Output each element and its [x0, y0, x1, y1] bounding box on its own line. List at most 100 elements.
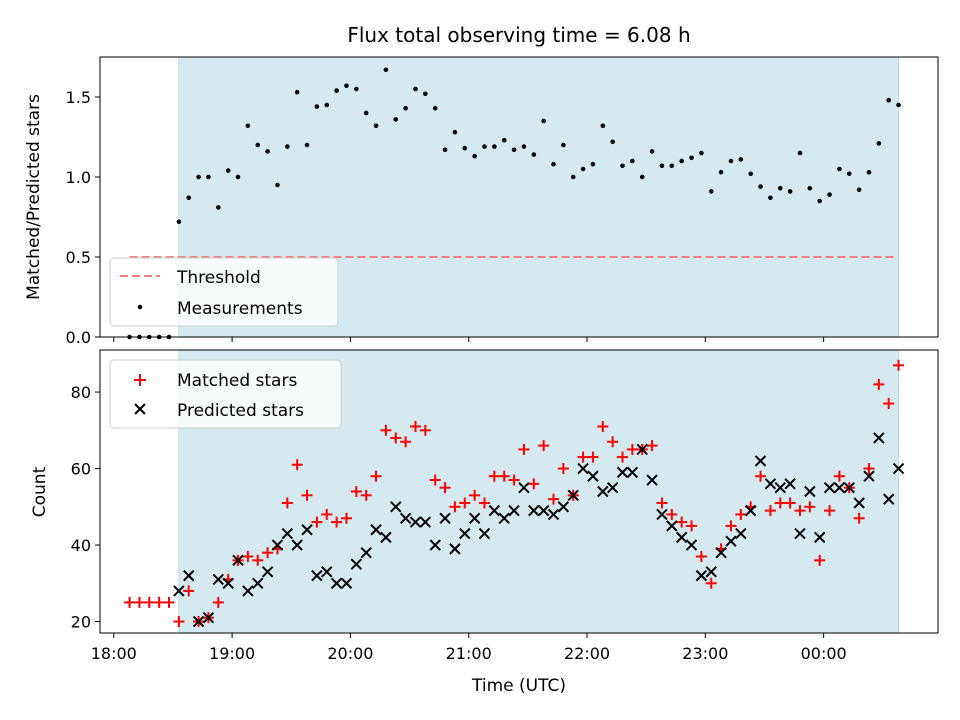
measurement-point [492, 144, 497, 149]
measurement-point [659, 163, 665, 169]
count-x-tick-label: 22:00 [564, 644, 610, 663]
predicted-star-point [833, 481, 846, 494]
predicted-star-point [439, 512, 451, 524]
matched-star-point [262, 547, 274, 559]
predicted-star-point [409, 516, 422, 528]
predicted-star-point [823, 481, 836, 494]
predicted-star-point [528, 504, 540, 517]
predicted-stars-series [173, 432, 905, 628]
predicted-star-point [222, 577, 234, 589]
measurement-point [886, 97, 892, 103]
predicted-star-point [291, 539, 303, 551]
predicted-star-point [399, 512, 412, 524]
measurements-legend-label: Measurements [177, 299, 303, 319]
predicted-star-point [311, 569, 323, 582]
predicted-star-point [459, 527, 471, 540]
predicted-star-point [616, 466, 629, 479]
measurement-point [373, 123, 379, 129]
predicted-star-point [419, 516, 432, 528]
measurement-point [235, 174, 241, 180]
matched-star-point [449, 501, 461, 513]
measurement-point [600, 123, 606, 129]
measurement-point [531, 152, 537, 157]
measurement-point [708, 189, 714, 194]
matched-star-point [508, 474, 520, 486]
matched-star-point [242, 551, 254, 563]
measurement-point [856, 187, 862, 193]
matched-star-point [755, 470, 767, 482]
matched-star-point [893, 359, 905, 371]
predicted-star-point [281, 527, 294, 540]
matched-star-point [853, 512, 865, 524]
predicted-star-point [804, 485, 816, 498]
predicted-star-point [567, 489, 579, 502]
matched-star-point [133, 596, 145, 608]
matched-star-point [409, 420, 421, 432]
predicted-star-point [863, 470, 875, 482]
matched-star-point [321, 508, 333, 520]
count-y-tick-label: 20 [71, 613, 91, 632]
predicted-star-point [675, 531, 688, 544]
x-axis-label: Time (UTC) [471, 676, 566, 696]
matched-star-point [143, 596, 155, 608]
predicted-star-point [390, 501, 402, 513]
predicted-star-point [202, 611, 215, 624]
predicted-star-point [350, 558, 363, 570]
measurement-point [837, 166, 842, 172]
measurement-point [294, 89, 300, 95]
predicted-star-point [606, 481, 619, 494]
measurement-point [383, 67, 389, 73]
measurement-point [334, 88, 339, 93]
matched-star-point [350, 486, 362, 497]
measurement-point [363, 110, 369, 116]
predicted-legend-swatch [134, 403, 146, 415]
predicted-star-point [735, 527, 747, 540]
matched-star-point [538, 440, 550, 452]
matched-star-point [331, 516, 343, 528]
matched-star-point [607, 436, 619, 448]
predicted-star-point [754, 455, 767, 467]
matched-star-point [883, 398, 895, 410]
ratio-x-axis [113, 337, 825, 342]
measurement-point [896, 102, 901, 108]
predicted-star-point [636, 443, 648, 456]
matched-star-point [370, 470, 382, 482]
matched-star-point [124, 596, 136, 608]
measurement-point [442, 147, 448, 153]
count-y-axis-label: Count [30, 466, 50, 517]
measurement-point [718, 169, 724, 175]
matched-star-point [587, 451, 599, 463]
measurement-point [275, 182, 280, 188]
measurement-point [630, 158, 635, 164]
measurement-point [728, 158, 734, 164]
measurement-point [620, 163, 625, 169]
measurement-point [876, 141, 882, 146]
predicted-star-point [695, 569, 708, 582]
count-x-tick-label: 21:00 [446, 644, 492, 663]
predicted-star-point [705, 566, 717, 578]
measurement-point [206, 174, 211, 180]
measurement-point [748, 171, 753, 177]
ratio-y-tick-label: 0.0 [66, 328, 91, 347]
measurement-point [462, 145, 468, 151]
predicted-star-point [715, 546, 727, 559]
predicted-star-point [882, 493, 895, 505]
predicted-star-point [261, 566, 274, 578]
measurement-point [225, 168, 231, 173]
matched-star-point [656, 497, 668, 509]
count-y-axis: 20 40 60 80 [71, 383, 100, 632]
ratio-y-axis-label: Matched/Predicted stars [24, 94, 44, 300]
measurement-point [817, 198, 822, 204]
measurement-point [699, 150, 704, 156]
ratio-y-tick-label: 1.0 [66, 168, 91, 187]
count-x-tick-label: 00:00 [801, 644, 847, 663]
measurement-point [521, 144, 527, 149]
measurement-point [314, 104, 320, 109]
ratio-y-axis: 0.0 0.5 1.0 1.5 [66, 88, 100, 347]
predicted-star-point [242, 585, 254, 597]
matched-star-point [173, 616, 185, 628]
predicted-star-point [843, 481, 855, 494]
predicted-star-point [330, 577, 343, 589]
predicted-star-point [360, 546, 372, 559]
matched-star-point [212, 596, 224, 608]
